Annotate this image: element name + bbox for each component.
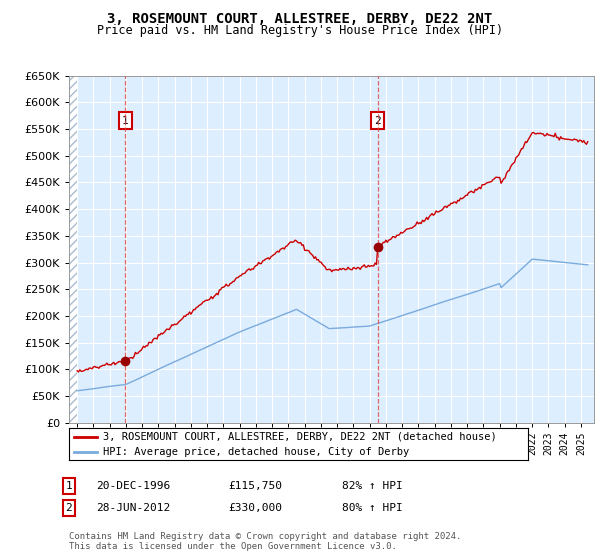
Text: Contains HM Land Registry data © Crown copyright and database right 2024.
This d: Contains HM Land Registry data © Crown c… bbox=[69, 532, 461, 552]
Text: 80% ↑ HPI: 80% ↑ HPI bbox=[342, 503, 403, 513]
Text: £330,000: £330,000 bbox=[228, 503, 282, 513]
Text: Price paid vs. HM Land Registry's House Price Index (HPI): Price paid vs. HM Land Registry's House … bbox=[97, 24, 503, 36]
Text: 20-DEC-1996: 20-DEC-1996 bbox=[96, 481, 170, 491]
Text: £115,750: £115,750 bbox=[228, 481, 282, 491]
Text: 82% ↑ HPI: 82% ↑ HPI bbox=[342, 481, 403, 491]
Text: 1: 1 bbox=[65, 481, 73, 491]
Text: 3, ROSEMOUNT COURT, ALLESTREE, DERBY, DE22 2NT: 3, ROSEMOUNT COURT, ALLESTREE, DERBY, DE… bbox=[107, 12, 493, 26]
Text: 3, ROSEMOUNT COURT, ALLESTREE, DERBY, DE22 2NT (detached house): 3, ROSEMOUNT COURT, ALLESTREE, DERBY, DE… bbox=[103, 432, 497, 442]
Text: HPI: Average price, detached house, City of Derby: HPI: Average price, detached house, City… bbox=[103, 447, 410, 457]
Text: 2: 2 bbox=[65, 503, 73, 513]
Text: 2: 2 bbox=[374, 116, 381, 126]
Text: 1: 1 bbox=[122, 116, 128, 126]
Text: 28-JUN-2012: 28-JUN-2012 bbox=[96, 503, 170, 513]
